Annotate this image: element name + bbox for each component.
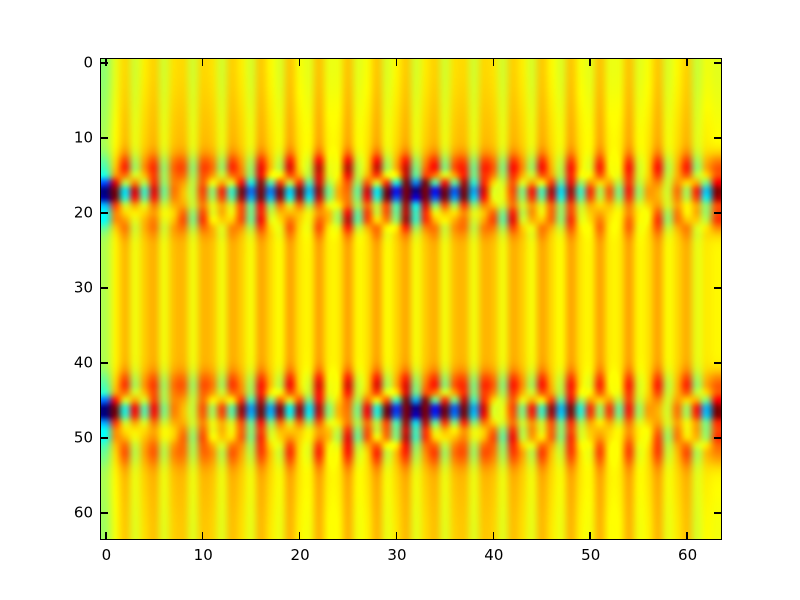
y-tick-mark [101,62,108,64]
y-tick-mark [714,512,721,514]
x-tick-mark [686,532,688,539]
y-tick-mark [714,437,721,439]
x-tick-mark [492,532,495,539]
y-tick-label: 20 [73,203,93,222]
y-tick-label: 50 [73,428,93,447]
x-tick-mark [395,59,398,66]
y-tick-mark [101,512,108,514]
x-tick-mark [589,59,591,66]
y-tick-mark [101,212,108,214]
y-tick-mark [714,362,721,364]
y-tick-mark [714,62,721,64]
y-tick-mark [714,287,721,289]
y-tick-label: 40 [73,353,93,372]
x-tick-mark [492,59,495,66]
heatmap-canvas [101,59,721,539]
x-tick-mark [589,532,591,539]
x-tick-label: 50 [581,546,601,564]
x-tick-mark [395,532,398,539]
y-tick-mark [101,362,108,364]
y-tick-label: 30 [73,278,93,297]
x-tick-mark [686,59,688,66]
y-tick-mark [101,137,108,139]
x-tick-mark [298,59,301,66]
y-tick-label: 0 [83,53,93,72]
y-tick-label: 10 [73,128,93,147]
x-tick-label: 20 [290,546,310,564]
x-tick-mark [201,532,204,539]
x-tick-label: 40 [484,546,504,564]
x-tick-label: 10 [193,546,213,564]
x-tick-mark [105,532,107,539]
x-tick-mark [201,59,204,66]
y-tick-mark [101,287,108,289]
x-tick-mark [298,532,301,539]
x-tick-label: 30 [387,546,407,564]
x-tick-label: 0 [101,546,112,564]
plot-area [100,58,722,540]
y-tick-label: 60 [73,503,93,522]
y-tick-mark [714,212,721,214]
y-tick-mark [101,437,108,439]
y-tick-mark [714,137,721,139]
x-tick-label: 60 [678,546,698,564]
